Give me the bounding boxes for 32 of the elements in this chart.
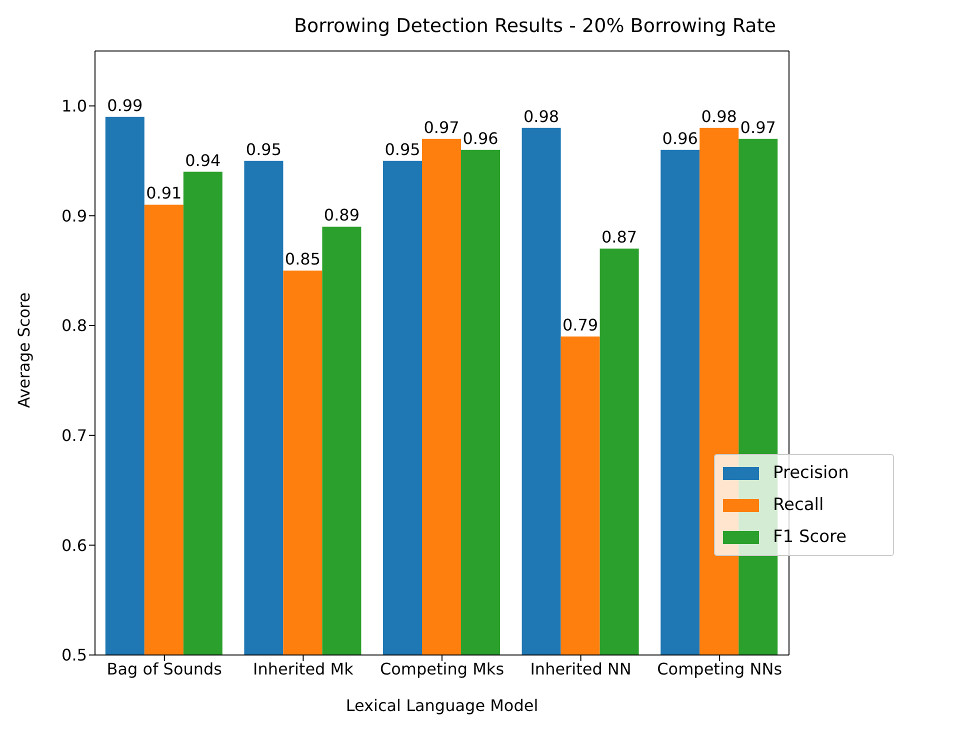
data-label: 0.87 [601,228,638,247]
data-label: 0.98 [701,106,737,126]
data-label: 0.97 [740,118,776,137]
data-label: 0.95 [246,140,282,159]
y-tick-label: 0.5 [62,646,87,665]
x-tick-label: Competing Mks [380,659,504,678]
chart-title: Borrowing Detection Results - 20% Borrowing Rate [293,14,777,39]
x-tick-label: Inherited Mk [253,659,354,678]
data-label: 0.94 [185,150,221,170]
y-tick-label: 0.9 [62,206,87,226]
data-label: 0.89 [324,206,360,225]
data-label: 0.91 [146,184,182,203]
y-tick-label: 0.6 [62,536,87,555]
legend-label: Precision [773,463,849,483]
data-label: 0.98 [523,106,560,126]
legend-label: Recall [773,495,824,515]
x-tick-label: Competing NNs [657,659,782,678]
x-tick-label: Bag of Sounds [106,659,222,678]
x-tick-label: Inherited NN [530,659,632,678]
data-label: 0.95 [384,140,420,159]
y-tick-label: 0.8 [62,316,87,336]
data-label: 0.99 [107,96,143,115]
data-label: 0.79 [562,316,598,335]
x-axis-title: Lexical Language Model [346,696,538,715]
data-label: 0.96 [662,128,698,148]
y-tick-label: 0.7 [62,426,87,446]
y-axis-title: Average Score [14,292,34,408]
data-label: 0.85 [284,250,321,269]
y-tick-label: 1.0 [62,96,87,116]
data-label: 0.97 [424,118,460,137]
data-label: 0.96 [462,128,498,148]
legend-label: F1 Score [773,527,847,547]
